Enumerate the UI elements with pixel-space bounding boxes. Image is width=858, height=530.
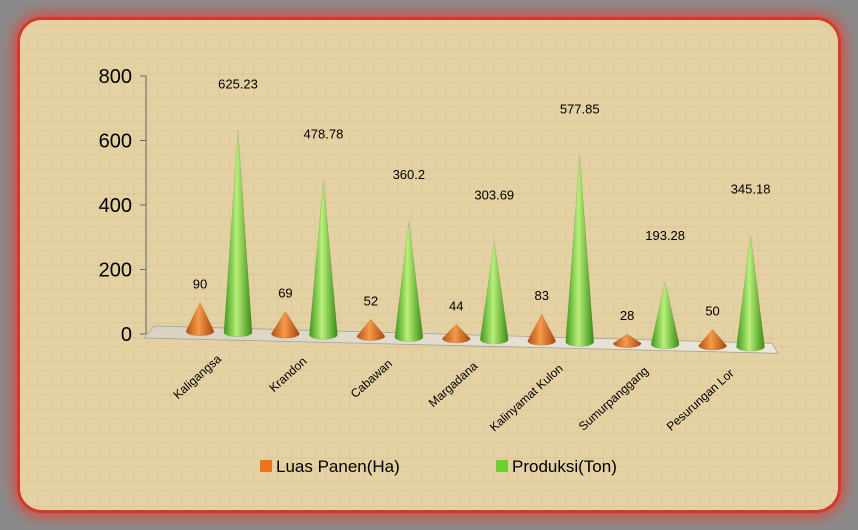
data-label-luas-panen: 83 <box>534 288 548 303</box>
legend: Luas Panen(Ha) Produksi(Ton) <box>260 457 617 476</box>
legend-item: Produksi(Ton) <box>496 457 617 476</box>
cone-chart: 0 200 400 600 800 90 625.23 69 478.78 52 360.2 44 3… <box>20 20 838 510</box>
y-tick-label: 0 <box>121 324 132 346</box>
y-tick-label: 400 <box>99 195 132 217</box>
cone-produksi <box>223 130 253 338</box>
legend-label: Luas Panen(Ha) <box>276 457 400 476</box>
data-label-luas-panen: 50 <box>705 304 719 319</box>
data-label-luas-panen: 52 <box>364 293 378 308</box>
y-tick-label: 800 <box>99 66 132 88</box>
chart-background <box>20 20 838 510</box>
data-label-produksi: 478.78 <box>304 126 344 141</box>
cone-layer <box>185 130 765 352</box>
cone-produksi <box>479 241 509 345</box>
y-tick-label: 600 <box>99 131 132 153</box>
legend-swatch <box>260 460 272 472</box>
data-label-produksi: 625.23 <box>218 77 258 92</box>
data-label-produksi: 345.18 <box>731 181 771 196</box>
cone-produksi <box>565 155 595 347</box>
legend-item: Luas Panen(Ha) <box>260 457 400 476</box>
cone-luas-panen <box>185 301 215 337</box>
cone-luas-panen <box>698 329 727 351</box>
cone-produksi <box>394 220 424 342</box>
chart-frame: 0 200 400 600 800 90 625.23 69 478.78 52 360.2 44 3… <box>20 20 838 510</box>
y-tick-label: 200 <box>99 260 132 282</box>
cone-produksi <box>650 281 680 350</box>
data-label-luas-panen: 90 <box>193 276 207 291</box>
cone-produksi <box>309 180 338 340</box>
data-label-produksi: 193.28 <box>645 228 685 243</box>
data-label-luas-panen: 44 <box>449 298 463 313</box>
cone-luas-panen <box>527 313 557 346</box>
cone-luas-panen <box>441 323 471 344</box>
data-label-produksi: 360.2 <box>393 167 426 182</box>
cone-produksi <box>736 235 765 352</box>
data-label-produksi: 577.85 <box>560 102 600 117</box>
label-layer: 90 625.23 69 478.78 52 360.2 44 303.69 83 577.85 2… <box>193 77 771 324</box>
cone-luas-panen <box>356 318 386 341</box>
legend-swatch <box>496 460 508 472</box>
legend-label: Produksi(Ton) <box>512 457 617 476</box>
data-label-produksi: 303.69 <box>474 188 514 203</box>
cone-luas-panen <box>271 310 300 339</box>
data-label-luas-panen: 69 <box>278 285 292 300</box>
data-label-luas-panen: 28 <box>620 308 634 323</box>
cone-luas-panen <box>612 333 642 349</box>
